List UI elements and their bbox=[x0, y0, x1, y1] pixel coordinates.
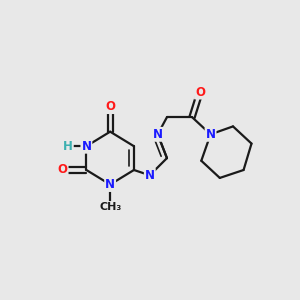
Text: CH₃: CH₃ bbox=[99, 202, 121, 212]
Text: O: O bbox=[195, 85, 205, 99]
Text: H: H bbox=[63, 140, 73, 153]
Text: N: N bbox=[206, 128, 216, 141]
Text: N: N bbox=[153, 128, 163, 141]
Text: N: N bbox=[145, 169, 155, 182]
Text: N: N bbox=[105, 178, 115, 191]
Text: O: O bbox=[105, 100, 115, 113]
Text: N: N bbox=[81, 140, 92, 153]
Text: O: O bbox=[58, 164, 68, 176]
